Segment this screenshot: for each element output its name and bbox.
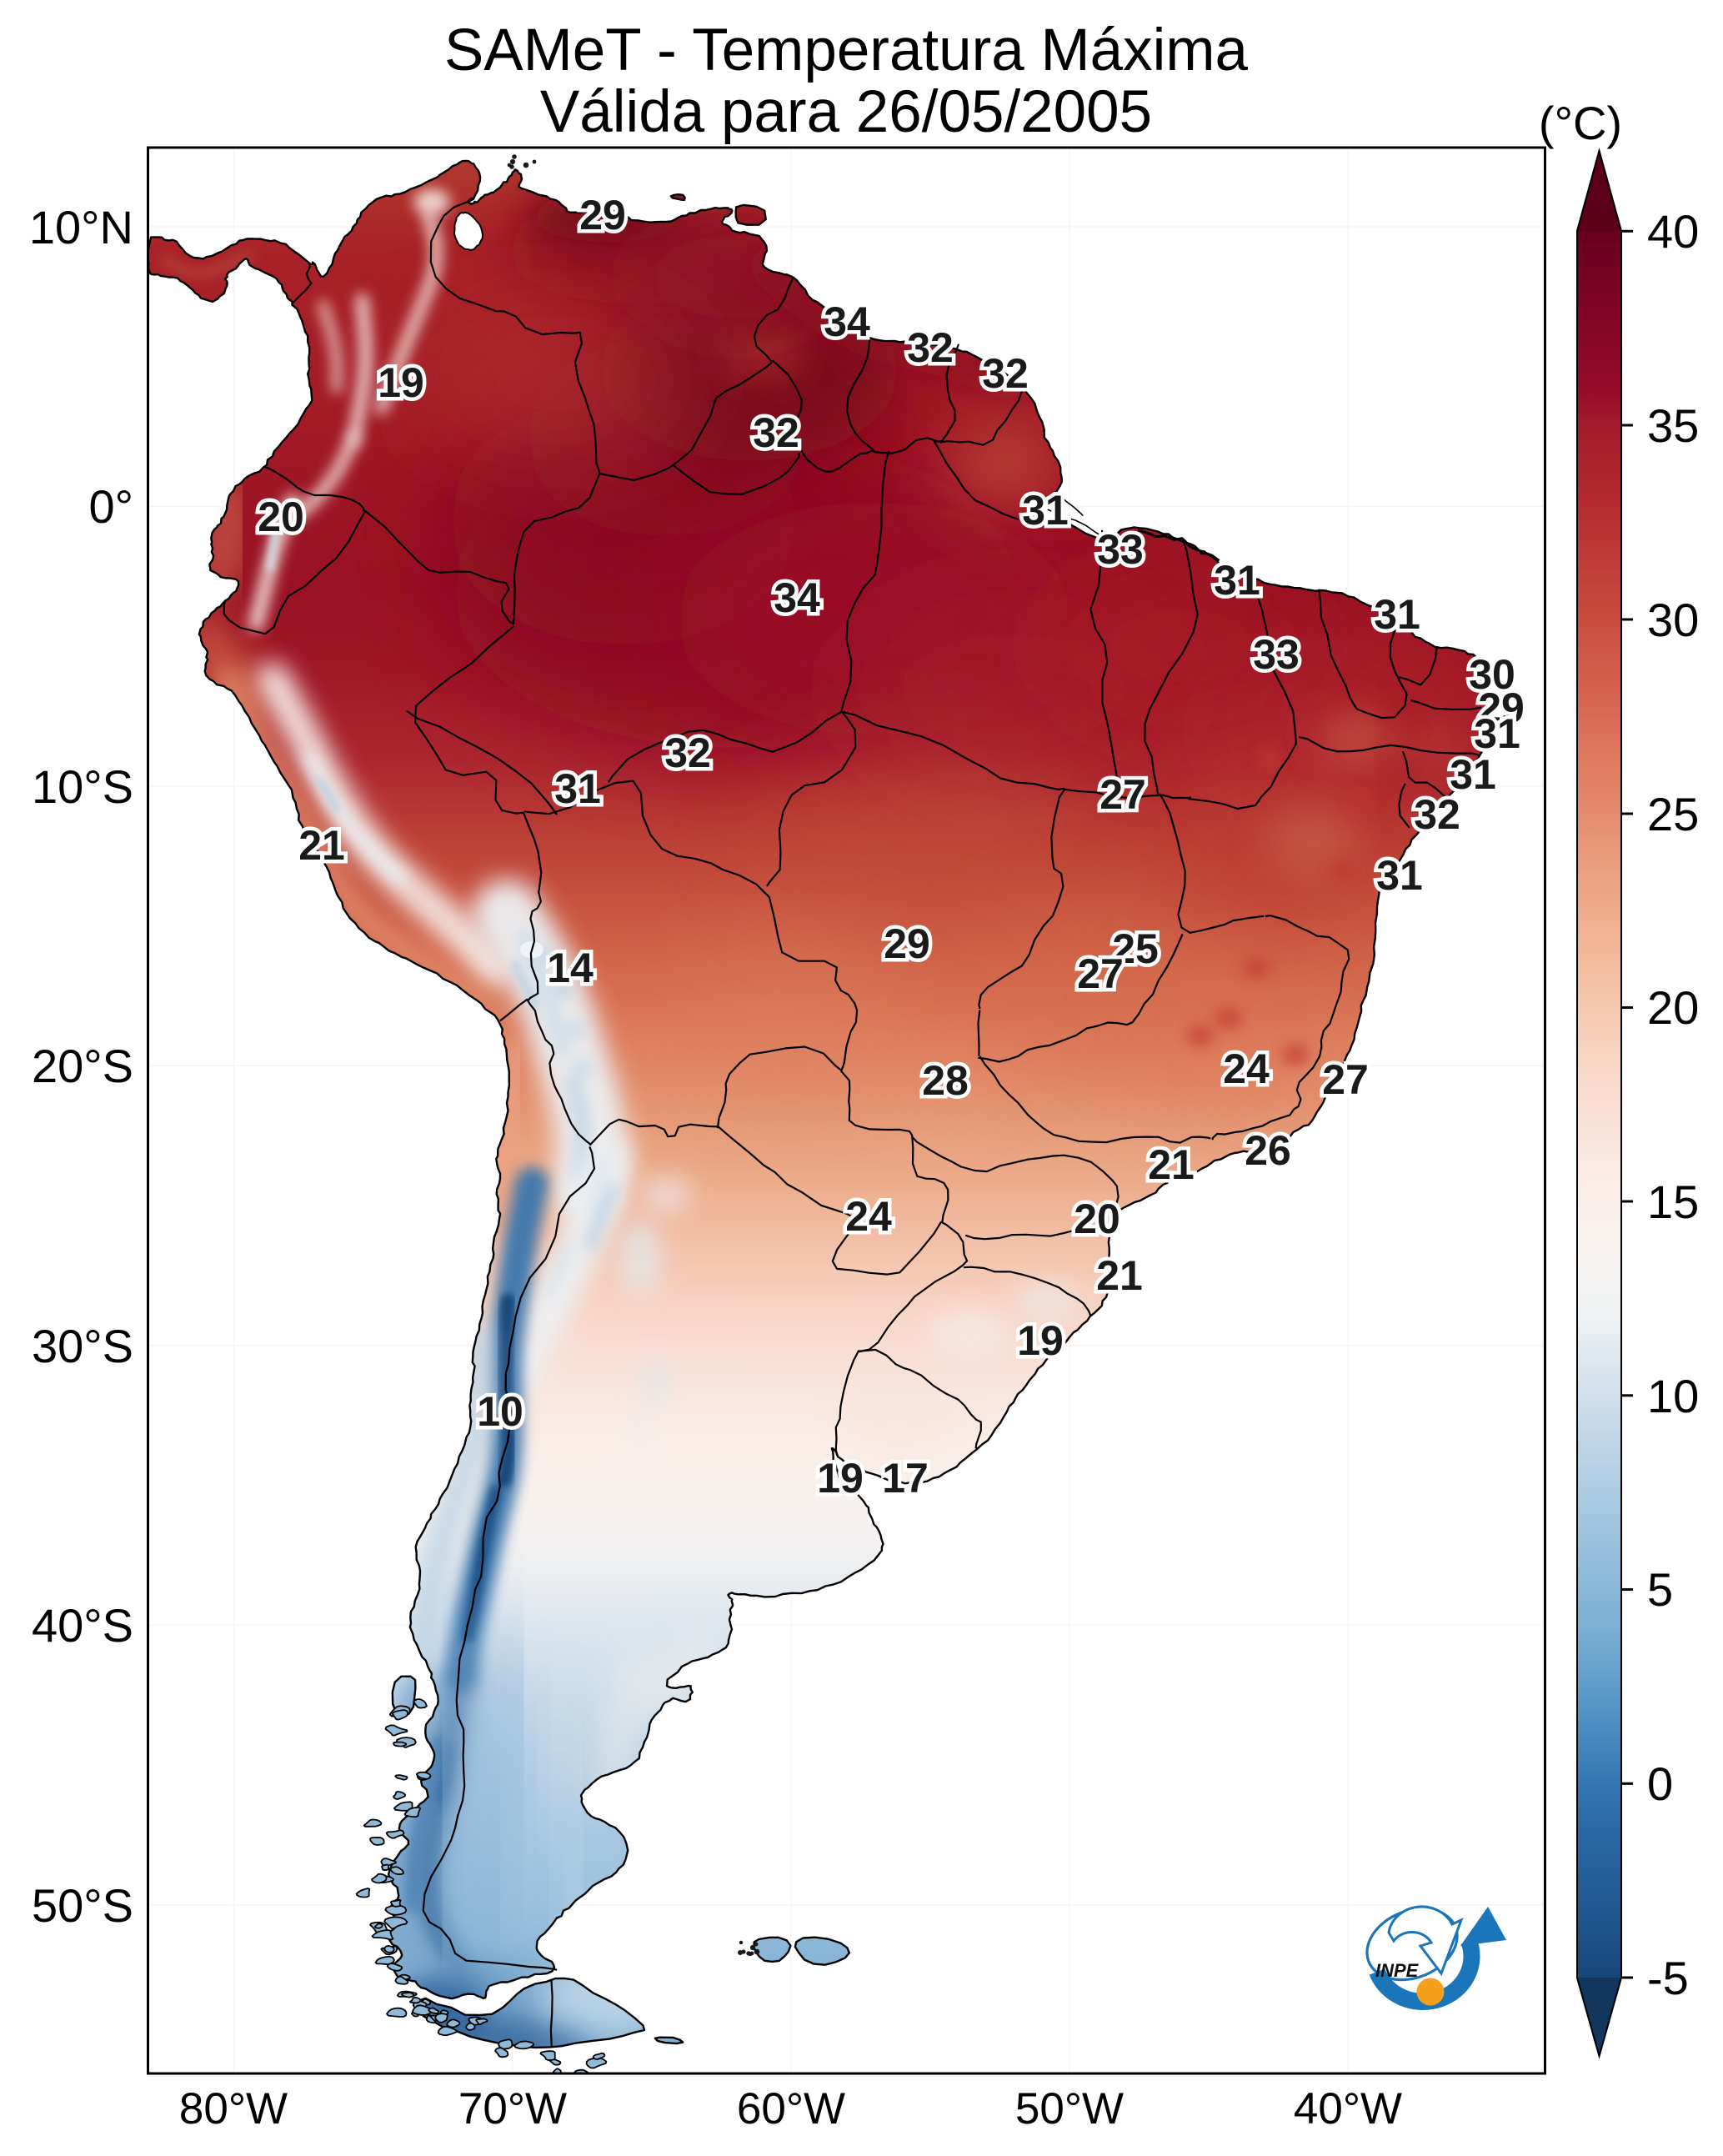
svg-text:Válida para 26/05/2005: Válida para 26/05/2005 bbox=[540, 79, 1152, 145]
svg-text:32: 32 bbox=[753, 409, 799, 456]
svg-text:29: 29 bbox=[579, 192, 626, 238]
svg-text:20°S: 20°S bbox=[32, 1040, 133, 1092]
svg-text:15: 15 bbox=[1647, 1176, 1699, 1228]
svg-text:28: 28 bbox=[922, 1057, 969, 1104]
svg-text:19: 19 bbox=[1017, 1317, 1064, 1364]
svg-text:25: 25 bbox=[1647, 788, 1699, 840]
svg-text:21: 21 bbox=[1148, 1141, 1195, 1188]
svg-text:30: 30 bbox=[1469, 651, 1515, 698]
svg-text:10: 10 bbox=[477, 1388, 523, 1435]
svg-text:SAMeT - Temperatura Máxima: SAMeT - Temperatura Máxima bbox=[444, 18, 1249, 83]
svg-text:-5: -5 bbox=[1647, 1952, 1689, 2004]
svg-text:80°W: 80°W bbox=[179, 2084, 288, 2133]
svg-text:INPE: INPE bbox=[1375, 1960, 1420, 1981]
svg-text:29: 29 bbox=[1478, 684, 1525, 731]
svg-text:10: 10 bbox=[1647, 1370, 1699, 1422]
svg-text:40: 40 bbox=[1647, 205, 1699, 258]
svg-text:25: 25 bbox=[1112, 925, 1159, 972]
svg-text:27: 27 bbox=[1322, 1056, 1369, 1103]
svg-text:29: 29 bbox=[884, 920, 930, 967]
svg-text:20: 20 bbox=[1647, 981, 1699, 1034]
svg-text:50°S: 50°S bbox=[32, 1879, 133, 1932]
svg-text:20: 20 bbox=[1074, 1196, 1120, 1242]
svg-text:50°W: 50°W bbox=[1015, 2084, 1124, 2133]
svg-text:40°S: 40°S bbox=[32, 1599, 133, 1652]
svg-text:32: 32 bbox=[907, 324, 954, 371]
svg-text:31: 31 bbox=[554, 765, 601, 812]
svg-text:32: 32 bbox=[982, 350, 1029, 397]
svg-text:24: 24 bbox=[845, 1193, 892, 1240]
svg-text:0: 0 bbox=[1647, 1757, 1673, 1810]
svg-text:26: 26 bbox=[1245, 1127, 1291, 1174]
svg-text:(°C): (°C) bbox=[1539, 97, 1622, 149]
svg-text:20: 20 bbox=[258, 494, 304, 540]
svg-text:14: 14 bbox=[547, 945, 594, 991]
svg-text:32: 32 bbox=[1414, 791, 1460, 838]
svg-text:31: 31 bbox=[1450, 751, 1496, 798]
svg-text:35: 35 bbox=[1647, 399, 1699, 452]
svg-text:19: 19 bbox=[817, 1455, 864, 1502]
svg-text:21: 21 bbox=[1096, 1252, 1143, 1299]
svg-text:32: 32 bbox=[664, 730, 711, 776]
svg-text:31: 31 bbox=[1374, 591, 1420, 638]
svg-text:17: 17 bbox=[882, 1455, 929, 1502]
svg-text:30: 30 bbox=[1647, 594, 1699, 646]
svg-text:60°W: 60°W bbox=[737, 2084, 845, 2133]
svg-text:34: 34 bbox=[774, 574, 820, 621]
svg-text:31: 31 bbox=[1022, 487, 1069, 534]
svg-text:33: 33 bbox=[1097, 526, 1144, 573]
svg-text:33: 33 bbox=[1253, 631, 1300, 678]
svg-text:31: 31 bbox=[1474, 710, 1520, 757]
svg-text:34: 34 bbox=[824, 298, 870, 345]
svg-text:0°: 0° bbox=[88, 480, 133, 533]
svg-text:19: 19 bbox=[378, 359, 424, 406]
svg-text:21: 21 bbox=[298, 822, 345, 869]
svg-text:31: 31 bbox=[1214, 557, 1260, 604]
svg-text:27: 27 bbox=[1099, 771, 1146, 818]
svg-text:30°S: 30°S bbox=[32, 1320, 133, 1372]
svg-text:27: 27 bbox=[1077, 950, 1124, 997]
svg-text:5: 5 bbox=[1647, 1563, 1673, 1616]
svg-text:70°W: 70°W bbox=[458, 2084, 567, 2133]
svg-text:31: 31 bbox=[1376, 852, 1423, 899]
svg-text:40°W: 40°W bbox=[1294, 2084, 1402, 2133]
svg-text:24: 24 bbox=[1223, 1045, 1270, 1092]
svg-text:10°S: 10°S bbox=[32, 760, 133, 813]
svg-text:10°N: 10°N bbox=[29, 201, 133, 253]
